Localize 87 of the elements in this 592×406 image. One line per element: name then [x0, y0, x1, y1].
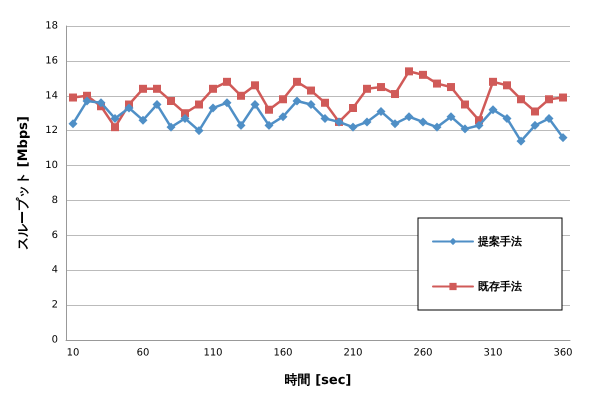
point — [559, 94, 567, 102]
point — [209, 84, 217, 93]
point — [461, 100, 469, 108]
point — [180, 114, 190, 123]
point — [404, 112, 414, 122]
point — [293, 78, 301, 86]
point — [222, 98, 232, 108]
x-tick-label: 260 — [413, 348, 433, 358]
point — [306, 100, 316, 109]
point — [138, 116, 148, 125]
point — [82, 96, 92, 106]
x-tick-label: 110 — [203, 348, 223, 358]
point — [363, 84, 371, 93]
point — [139, 84, 147, 93]
point — [223, 78, 231, 86]
point — [68, 119, 78, 128]
point — [69, 94, 77, 102]
point — [96, 98, 106, 108]
point — [502, 114, 512, 123]
y-tick-label: 2 — [52, 300, 58, 311]
point — [489, 78, 497, 86]
y-tick-label: 6 — [52, 230, 58, 241]
x-tick-label: 10 — [66, 348, 80, 358]
point — [545, 95, 553, 104]
y-tick-label: 0 — [52, 334, 58, 346]
point — [349, 104, 357, 112]
point — [377, 83, 385, 92]
y-axis-title: スループット [Mbps] — [15, 116, 31, 250]
y-tick-label: 14 — [45, 90, 58, 102]
point — [265, 106, 273, 114]
point — [251, 81, 259, 90]
point — [320, 114, 330, 123]
point — [405, 67, 413, 76]
point — [460, 124, 470, 134]
point — [237, 92, 245, 100]
point — [348, 122, 358, 132]
point — [503, 81, 511, 90]
point — [264, 120, 274, 130]
point — [362, 117, 372, 126]
point — [531, 107, 539, 116]
point — [474, 120, 484, 130]
point — [446, 112, 456, 122]
point — [278, 112, 288, 122]
y-tick-label: 18 — [45, 20, 58, 32]
point — [376, 106, 386, 116]
x-tick-label: 210 — [343, 348, 363, 358]
point — [419, 70, 427, 79]
y-tick-label: 10 — [45, 160, 58, 172]
point — [321, 98, 329, 107]
point — [124, 103, 134, 112]
y-tick-label: 16 — [45, 55, 58, 66]
point — [432, 122, 442, 132]
point — [279, 95, 287, 104]
point — [516, 136, 526, 146]
y-tick-label: 8 — [52, 194, 58, 206]
point — [544, 114, 554, 123]
x-tick-label: 310 — [483, 348, 503, 358]
point — [307, 86, 315, 95]
point — [447, 83, 455, 92]
y-tick-label: 4 — [52, 264, 58, 276]
x-tick-label: 360 — [553, 348, 573, 358]
point — [530, 120, 540, 130]
point — [250, 100, 260, 109]
point — [111, 123, 119, 132]
x-tick-label: 60 — [136, 348, 150, 358]
point — [194, 126, 204, 136]
point — [390, 119, 400, 128]
x-tick-label: 160 — [273, 348, 293, 358]
point — [433, 80, 441, 88]
point — [488, 105, 498, 114]
point — [517, 95, 525, 104]
point — [236, 120, 246, 130]
point — [166, 122, 176, 132]
point — [391, 90, 399, 98]
point — [152, 100, 162, 109]
y-tick-label: 12 — [45, 125, 58, 136]
point — [153, 84, 161, 93]
point — [208, 103, 218, 112]
point — [110, 114, 120, 123]
point — [292, 96, 302, 106]
point — [167, 97, 175, 106]
point — [558, 133, 568, 142]
legend-label: 既存手法 — [478, 280, 522, 293]
point — [418, 117, 428, 126]
x-axis-title: 時間 [sec] — [284, 373, 352, 388]
point — [195, 100, 203, 108]
legend-label: 提案手法 — [477, 235, 522, 248]
